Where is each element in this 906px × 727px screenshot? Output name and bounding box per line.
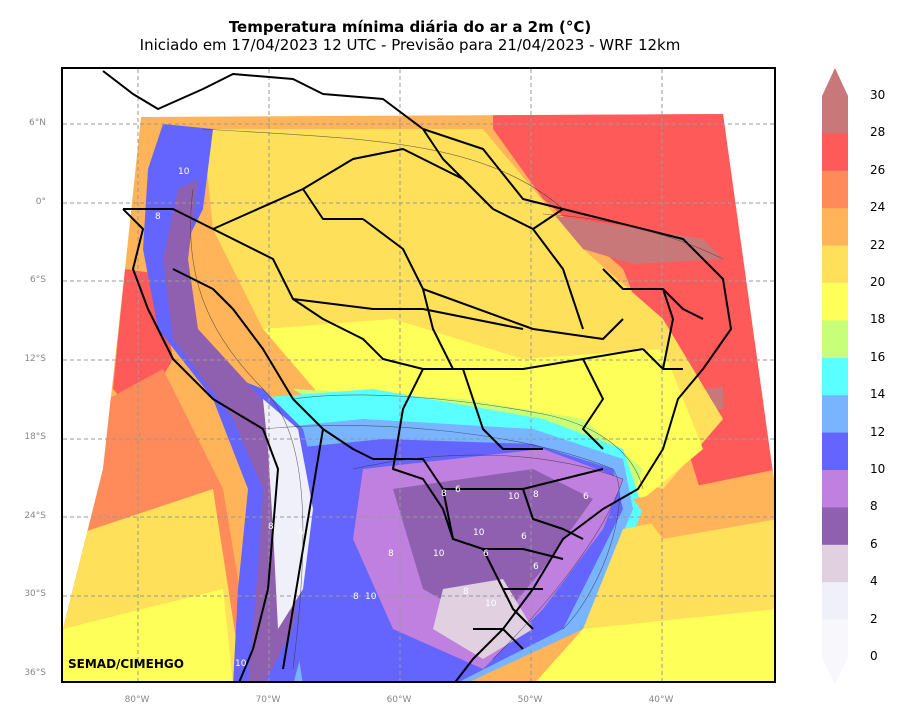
colorbar-tick-label: 24 (870, 200, 886, 215)
contour-label: 8 (441, 489, 447, 499)
colorbar-segment (822, 544, 848, 583)
borders (102, 70, 732, 681)
lat-label: 6°N (29, 118, 46, 128)
colorbar-tick-label: 30 (870, 88, 886, 102)
map-panel: 8 6 10 8 6 10 6 8 10 6 8 10 8 6 10 6 8 1… (61, 67, 776, 683)
colorbar-segment (822, 133, 848, 172)
contour-lines (190, 128, 724, 670)
state-borders-north (212, 128, 624, 370)
graticule (63, 69, 774, 681)
contour-label: 10 (365, 592, 377, 602)
colorbar (822, 68, 848, 685)
lon-label: 60°W (386, 695, 412, 705)
lon-label: 40°W (648, 695, 674, 705)
colorbar-segment (822, 357, 848, 396)
chart-title: Temperatura mínima diária do ar a 2m (°C… (228, 18, 592, 36)
field-24-south-atlantic (633, 469, 774, 539)
lat-label: 12°S (24, 354, 46, 364)
coastline-south-america (102, 70, 732, 681)
contour-label: 10 (433, 549, 445, 559)
contour-label: 10 (473, 528, 485, 538)
colorbar-tick-label: 22 (870, 237, 886, 252)
contour-label: 10 (508, 492, 520, 502)
contour-label: 10 (235, 659, 247, 669)
credit-label: SEMAD/CIMEHGO (68, 657, 184, 671)
colorbar-segment (822, 582, 848, 621)
lon-label: 50°W (517, 695, 543, 705)
contour-number-labels: 8 6 10 8 6 10 6 8 10 6 8 10 8 6 10 6 8 1… (155, 167, 589, 669)
colorbar-segment (822, 507, 848, 546)
contour-label: 8 (268, 522, 274, 532)
colorbar-extend-top (822, 68, 848, 96)
colorbar-segment (822, 395, 848, 434)
contour-label: 8 (388, 549, 394, 559)
colorbar-tick-label: 16 (870, 349, 886, 364)
contour-label: 8 (353, 592, 359, 602)
lat-label: 18°S (24, 432, 46, 442)
contour-label: 6 (455, 485, 461, 495)
contour-label: 10 (485, 599, 497, 609)
colorbar-tick-label: 14 (870, 387, 886, 402)
lat-label: 30°S (24, 589, 46, 599)
colorbar-tick-label: 6 (870, 536, 878, 551)
contour-label: 6 (521, 532, 527, 542)
contour-label: 6 (298, 528, 304, 538)
field-20-south-atlantic (533, 609, 774, 681)
colorbar-tick-label: 12 (870, 424, 886, 439)
chart-subtitle: Iniciado em 17/04/2023 12 UTC - Previsão… (139, 36, 681, 54)
contour-label: 6 (483, 549, 489, 559)
field-andes-coldest (163, 179, 308, 681)
colorbar-tick-label: 2 (870, 611, 878, 626)
field-20-south-pacific (63, 589, 233, 681)
field-28-patch (533, 214, 723, 264)
colorbar-tick-label: 26 (870, 162, 886, 177)
colorbar-tick-label: 10 (870, 462, 886, 476)
colorbar-tick-label: 20 (870, 275, 886, 289)
contour-label: 6 (533, 562, 539, 572)
colorbar-segment (822, 470, 848, 508)
temperature-map: 8 6 10 8 6 10 6 8 10 6 8 10 8 6 10 6 8 1… (63, 69, 774, 681)
colorbar-extend-bottom (822, 657, 848, 685)
colorbar-tick-label: 0 (870, 649, 878, 663)
lat-label: 24°S (24, 511, 46, 521)
lon-label: 70°W (255, 695, 281, 705)
lat-label: 36°S (24, 668, 46, 678)
colorbar-segment (822, 245, 848, 284)
colorbar-segment (822, 619, 848, 658)
contour-label: 10 (178, 167, 190, 177)
colorbar-segment (822, 170, 848, 209)
contour-label: 6 (583, 492, 589, 502)
colorbar-tick-label: 8 (870, 499, 878, 514)
colorbar-tick-label: 18 (870, 312, 886, 327)
contour-label: 8 (533, 490, 539, 500)
colorbar-tick-label: 28 (870, 125, 886, 140)
andes-countries (123, 208, 374, 670)
colorbar-tick-label: 4 (870, 574, 878, 589)
contour-label: 8 (155, 212, 161, 222)
colorbar-segment (822, 208, 848, 247)
lat-label: 6°S (30, 275, 46, 285)
state-borders-south (373, 458, 604, 650)
state-borders-central (292, 268, 704, 450)
colorbar-segment (822, 432, 848, 471)
lon-label: 80°W (124, 695, 150, 705)
brazil-border (212, 228, 534, 630)
colorbar-segment (822, 96, 848, 134)
lat-label: 0° (35, 197, 46, 207)
colorbar-segment (822, 283, 848, 321)
contour-label: 8 (463, 587, 469, 597)
field-andes-2 (263, 399, 313, 629)
colorbar-segment (822, 320, 848, 359)
